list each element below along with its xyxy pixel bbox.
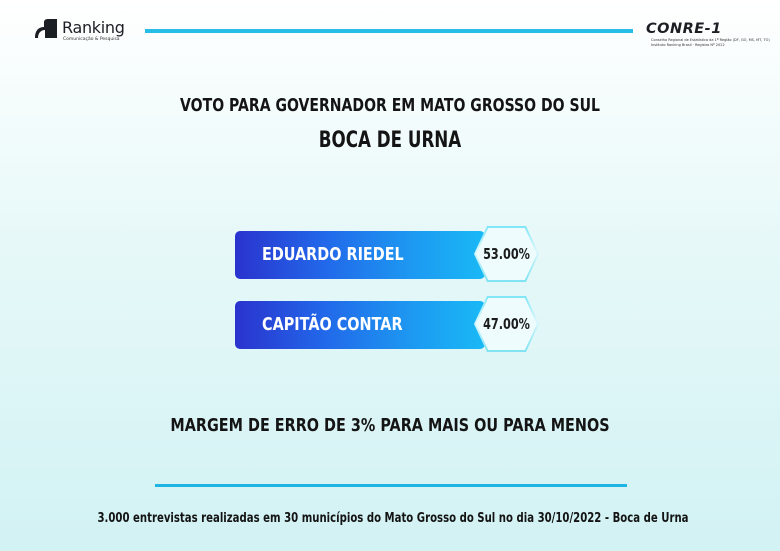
footer-note: 3.000 entrevistas realizadas em 30 munic…	[97, 510, 689, 526]
candidate-percent: 53.00%	[483, 245, 530, 263]
ranking-logo-name: Ranking	[62, 18, 125, 37]
ranking-logo-tagline: Comunicação & Pesquisa	[63, 37, 120, 42]
percent-badge: 53.00%	[474, 226, 539, 282]
ranking-logo-icon	[35, 19, 57, 38]
footer-divider	[155, 484, 627, 487]
percent-badge: 47.00%	[474, 296, 539, 352]
conre-logo: CONRE-1 Conselho Regional de Estatística…	[646, 20, 776, 50]
candidate-percent: 47.00%	[483, 315, 530, 333]
candidate-name: CAPITÃO CONTAR	[262, 314, 403, 335]
candidate-name: EDUARDO RIEDEL	[262, 244, 404, 265]
candidate-bar: CAPITÃO CONTAR	[235, 301, 485, 349]
ranking-logo: Ranking Comunicação & Pesquisa	[33, 16, 133, 46]
conre-logo-line-1: Conselho Regional de Estatística da 1ª R…	[651, 38, 770, 42]
conre-logo-line-2: Instituto Ranking Brasil · Registro Nº 2…	[651, 42, 725, 47]
margin-of-error: MARGEM DE ERRO DE 3% PARA MAIS OU PARA M…	[170, 415, 610, 436]
page-title: VOTO PARA GOVERNADOR EM MATO GROSSO DO S…	[180, 95, 600, 116]
page-subtitle: BOCA DE URNA	[318, 128, 462, 153]
conre-logo-name: CONRE-1	[646, 21, 722, 37]
candidate-bar: EDUARDO RIEDEL	[235, 231, 485, 279]
header-divider	[145, 29, 633, 33]
